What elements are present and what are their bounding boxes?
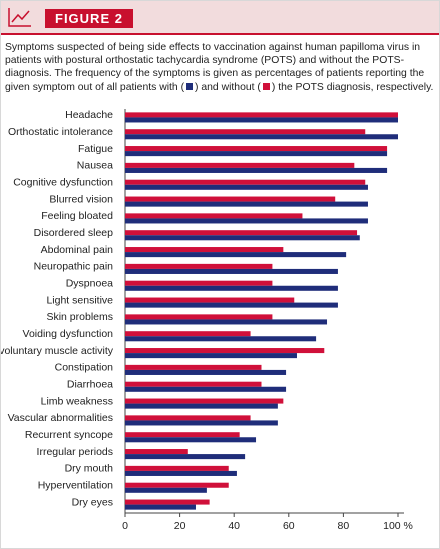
bar <box>125 369 287 375</box>
y-tick-label: Cognitive dysfunction <box>13 177 113 189</box>
y-tick-label: Nausea <box>77 160 113 172</box>
y-tick-label: Recurrent syncope <box>25 429 113 441</box>
bar <box>125 319 328 325</box>
bar <box>125 331 251 337</box>
bar <box>125 268 338 274</box>
bar <box>125 364 262 370</box>
bar <box>125 386 287 392</box>
caption-text: ) the POTS diagnosis, respectively. <box>271 81 434 93</box>
x-tick-label: 40 <box>228 520 240 532</box>
bar <box>125 146 388 152</box>
bar <box>125 196 336 202</box>
caption-text: Symptoms suspected of being side effects… <box>5 42 425 93</box>
y-tick-label: Blurred vision <box>49 193 113 205</box>
bar <box>125 252 347 258</box>
y-tick-label: Constipation <box>55 362 114 374</box>
header: FIGURE 2 <box>1 1 439 35</box>
legend-swatch <box>262 82 270 90</box>
y-tick-label: Light sensitive <box>46 294 113 306</box>
bar <box>125 454 246 460</box>
bar <box>125 302 338 308</box>
y-tick-label: Dyspnoea <box>66 278 113 290</box>
bar <box>125 499 210 505</box>
bar <box>125 184 368 190</box>
y-tick-label: Orthostatic intolerance <box>8 126 113 138</box>
bar <box>125 487 207 493</box>
bar <box>125 420 278 426</box>
bar <box>125 285 338 291</box>
bar <box>125 112 398 118</box>
bar <box>125 314 273 320</box>
caption: Symptoms suspected of being side effects… <box>5 41 435 94</box>
bar <box>125 129 366 135</box>
x-tick-label: 0 <box>122 520 128 532</box>
y-tick-label: Dry mouth <box>65 463 114 475</box>
bar <box>125 415 251 421</box>
y-tick-label: Voiding dysfunction <box>23 328 114 340</box>
bar <box>125 151 388 157</box>
bar <box>125 482 229 488</box>
bar <box>125 162 355 168</box>
bar <box>125 437 257 443</box>
bar <box>125 167 388 173</box>
bar <box>125 201 368 207</box>
bar <box>125 403 278 409</box>
bar <box>125 449 188 455</box>
bar <box>125 230 358 236</box>
y-tick-label: Vascular abnormalities <box>8 412 113 424</box>
y-tick-label: Headache <box>65 109 113 121</box>
bar <box>125 348 325 354</box>
y-tick-label: Skin problems <box>46 311 113 323</box>
y-tick-label: Dry eyes <box>72 496 113 508</box>
y-tick-label: Hyperventilation <box>38 480 113 492</box>
y-tick-label: Limb weakness <box>41 395 113 407</box>
bar <box>125 179 366 185</box>
y-tick-label: Disordered sleep <box>34 227 114 239</box>
bar <box>125 470 237 476</box>
y-tick-label: Neuropathic pain <box>34 261 114 273</box>
bar <box>125 134 398 140</box>
x-tick-label: 20 <box>174 520 186 532</box>
bar <box>125 336 317 342</box>
x-tick-label: 100 % <box>383 520 413 532</box>
caption-text: ) and without ( <box>195 81 261 93</box>
bar <box>125 235 360 241</box>
bar <box>125 504 196 510</box>
bar <box>125 213 303 219</box>
bar <box>125 353 297 359</box>
bar <box>125 263 273 269</box>
y-tick-label: Feeling bloated <box>41 210 113 222</box>
bar <box>125 247 284 253</box>
bar <box>125 432 240 438</box>
x-tick-label: 80 <box>338 520 350 532</box>
figure-label: FIGURE 2 <box>45 9 133 28</box>
bar <box>125 117 398 123</box>
bar <box>125 398 284 404</box>
y-tick-label: Involuntary muscle activity <box>1 345 114 357</box>
y-tick-label: Irregular periods <box>37 446 113 458</box>
bar <box>125 381 262 387</box>
y-tick-label: Abdominal pain <box>41 244 114 256</box>
bar <box>125 280 273 286</box>
y-tick-label: Fatigue <box>78 143 113 155</box>
bar <box>125 465 229 471</box>
x-tick-label: 60 <box>283 520 295 532</box>
icon <box>8 8 31 27</box>
bar <box>125 218 368 224</box>
bar <box>125 297 295 303</box>
y-tick-label: Diarrhoea <box>67 379 113 391</box>
legend-swatch <box>186 82 194 90</box>
